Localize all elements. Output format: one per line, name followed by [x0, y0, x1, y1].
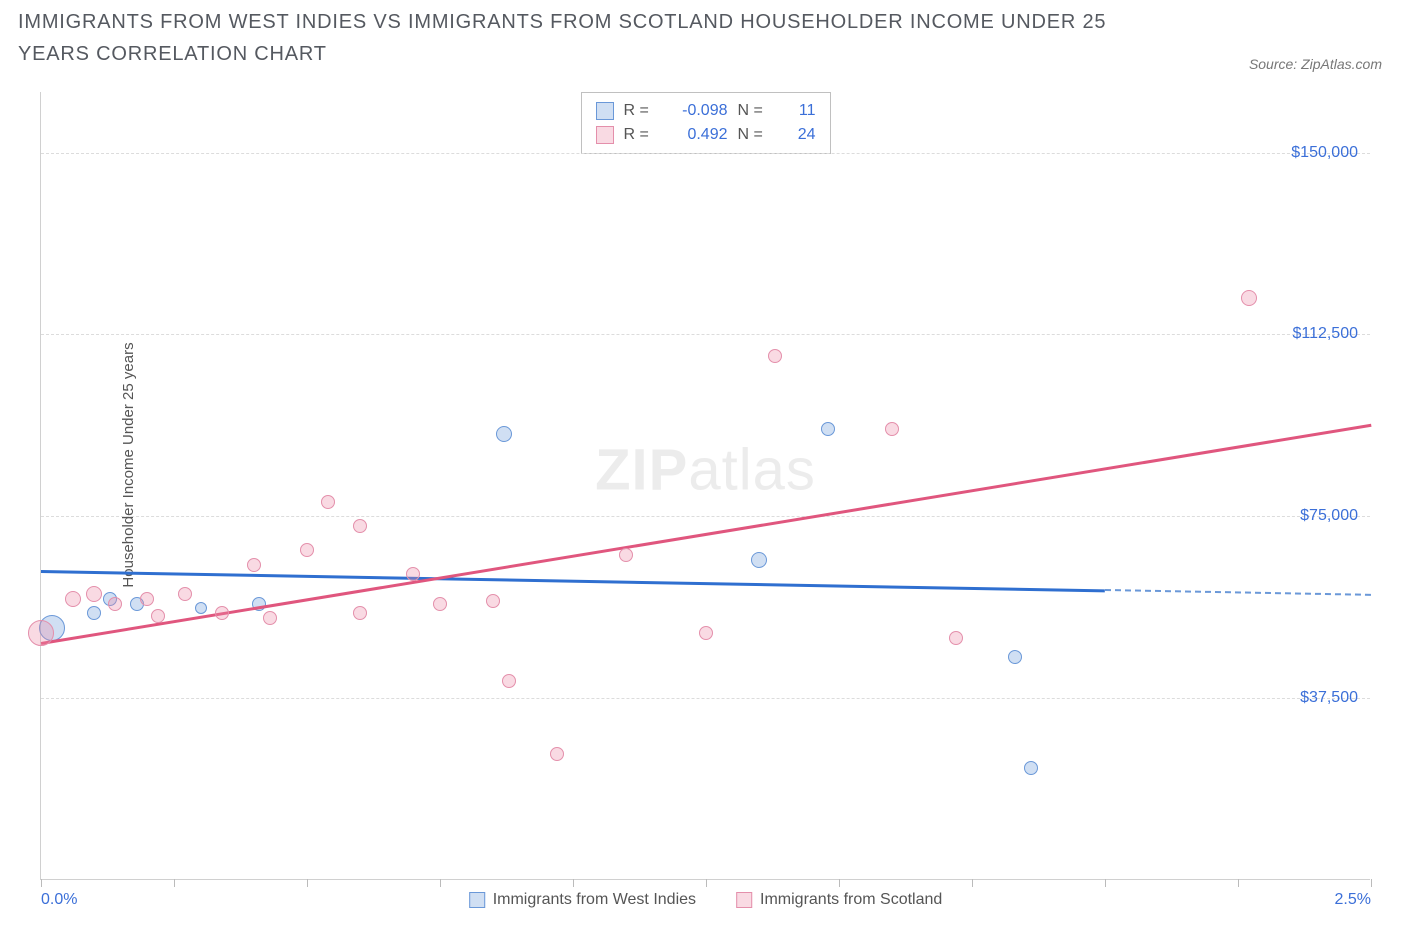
scatter-point	[28, 620, 54, 646]
x-tick	[1105, 879, 1106, 887]
x-tick	[972, 879, 973, 887]
grid-line	[41, 334, 1370, 335]
scatter-point	[885, 422, 899, 436]
scatter-point	[699, 626, 713, 640]
scatter-point	[1008, 650, 1022, 664]
x-tick-label: 2.5%	[1335, 891, 1371, 909]
scatter-point	[65, 591, 81, 607]
scatter-point	[949, 631, 963, 645]
scatter-point	[619, 548, 633, 562]
legend-series-name: Immigrants from Scotland	[760, 891, 942, 909]
scatter-point	[353, 606, 367, 620]
legend-swatch	[469, 892, 485, 908]
legend-r-value: -0.098	[668, 99, 728, 123]
scatter-point	[502, 674, 516, 688]
scatter-point	[550, 747, 564, 761]
scatter-point	[751, 552, 767, 568]
scatter-point	[151, 609, 165, 623]
legend-r-label: R =	[624, 123, 658, 147]
legend-n-label: N =	[738, 123, 772, 147]
grid-line	[41, 153, 1370, 154]
scatter-point	[108, 597, 122, 611]
x-tick	[839, 879, 840, 887]
scatter-point	[496, 426, 512, 442]
scatter-point	[406, 567, 420, 581]
watermark-bold: ZIP	[595, 437, 688, 502]
x-tick	[1238, 879, 1239, 887]
scatter-point	[87, 606, 101, 620]
scatter-point	[140, 592, 154, 606]
scatter-point	[178, 587, 192, 601]
legend-swatch	[736, 892, 752, 908]
scatter-point	[768, 349, 782, 363]
y-tick-label: $150,000	[1291, 144, 1358, 162]
x-tick	[307, 879, 308, 887]
chart-title: IMMIGRANTS FROM WEST INDIES VS IMMIGRANT…	[18, 6, 1118, 70]
legend-swatch	[596, 102, 614, 120]
trend-line	[41, 570, 1105, 592]
x-tick	[706, 879, 707, 887]
legend-n-value: 11	[782, 99, 816, 123]
y-tick-label: $112,500	[1292, 325, 1358, 343]
x-tick	[1371, 879, 1372, 887]
legend-n-value: 24	[782, 123, 816, 147]
watermark: ZIPatlas	[595, 436, 816, 503]
source-label: Source: ZipAtlas.com	[1249, 56, 1382, 72]
x-tick	[41, 879, 42, 887]
scatter-point	[486, 594, 500, 608]
scatter-point	[86, 586, 102, 602]
x-tick	[573, 879, 574, 887]
watermark-rest: atlas	[688, 437, 816, 502]
x-tick	[174, 879, 175, 887]
scatter-point	[353, 519, 367, 533]
x-tick	[440, 879, 441, 887]
legend-swatch	[596, 126, 614, 144]
y-tick-label: $75,000	[1300, 507, 1358, 525]
scatter-point	[195, 602, 207, 614]
y-tick-label: $37,500	[1300, 689, 1358, 707]
legend-row: R = 0.492 N = 24	[596, 123, 816, 147]
scatter-point	[1024, 761, 1038, 775]
scatter-point	[263, 611, 277, 625]
correlation-legend: R = -0.098 N = 11 R = 0.492 N = 24	[581, 92, 831, 154]
legend-r-label: R =	[624, 99, 658, 123]
legend-item: Immigrants from West Indies	[469, 891, 696, 909]
legend-series-name: Immigrants from West Indies	[493, 891, 696, 909]
trend-line-extrapolation	[1105, 589, 1371, 596]
legend-item: Immigrants from Scotland	[736, 891, 942, 909]
chart-plot-area: ZIPatlas R =-0.098N =11R =0.492N =24 Imm…	[40, 92, 1370, 880]
series-legend: Immigrants from West Indies Immigrants fr…	[469, 891, 943, 909]
scatter-point	[433, 597, 447, 611]
legend-r-value: 0.492	[668, 123, 728, 147]
scatter-point	[821, 422, 835, 436]
legend-n-label: N =	[738, 99, 772, 123]
scatter-point	[247, 558, 261, 572]
scatter-point	[215, 606, 229, 620]
grid-line	[41, 516, 1370, 517]
scatter-point	[300, 543, 314, 557]
scatter-point	[321, 495, 335, 509]
trend-line	[41, 424, 1371, 645]
legend-row: R = -0.098 N = 11	[596, 99, 816, 123]
scatter-point	[1241, 290, 1257, 306]
grid-line	[41, 698, 1370, 699]
x-tick-label: 0.0%	[41, 891, 77, 909]
